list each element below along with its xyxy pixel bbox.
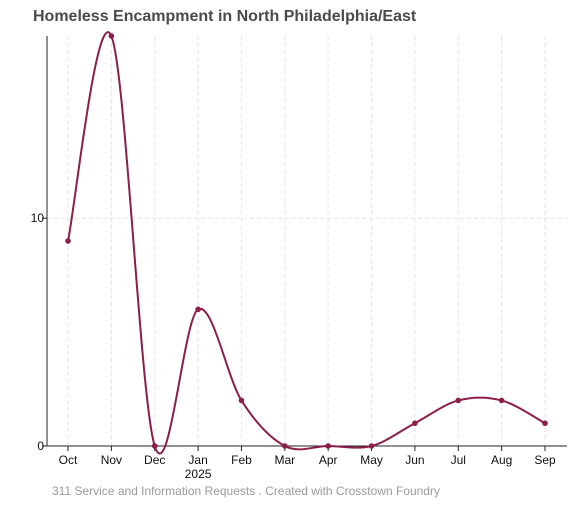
data-point	[325, 443, 331, 449]
x-tick-label: Dec	[144, 453, 165, 467]
axes	[46, 36, 567, 447]
x-tick-label: Jun	[405, 453, 424, 467]
x-tick-label: Sep	[534, 453, 556, 467]
x-tick-label: Mar	[274, 453, 295, 467]
grid-lines	[47, 36, 567, 446]
x-tick-label: Jul	[451, 453, 466, 467]
data-point	[108, 33, 115, 39]
x-tick-label: Nov	[101, 453, 122, 467]
year-label: 2025	[185, 467, 212, 481]
data-point	[498, 397, 505, 404]
data-points	[65, 33, 548, 449]
chart-title: Homeless Encampment in North Philadelphi…	[33, 8, 417, 25]
data-point	[195, 306, 201, 313]
x-tick-label: Aug	[491, 453, 512, 467]
data-point	[282, 443, 288, 449]
y-axis-ticks: 0 10	[31, 211, 47, 453]
data-point	[65, 238, 71, 244]
data-point	[412, 420, 418, 427]
x-tick-label: Feb	[231, 453, 252, 467]
x-tick-label: May	[360, 453, 383, 467]
y-tick-label: 10	[31, 211, 45, 225]
data-point	[542, 420, 548, 427]
x-tick-label: Oct	[59, 453, 78, 467]
y-tick-label: 0	[37, 439, 44, 453]
data-point	[151, 443, 158, 449]
series-line	[67, 31, 546, 455]
data-point	[368, 443, 375, 449]
data-point	[238, 397, 245, 404]
x-tick-label: Jan	[188, 453, 207, 467]
x-tick-label: Apr	[319, 453, 338, 467]
data-point	[455, 397, 462, 404]
chart-caption: 311 Service and Information Requests . C…	[52, 484, 440, 498]
